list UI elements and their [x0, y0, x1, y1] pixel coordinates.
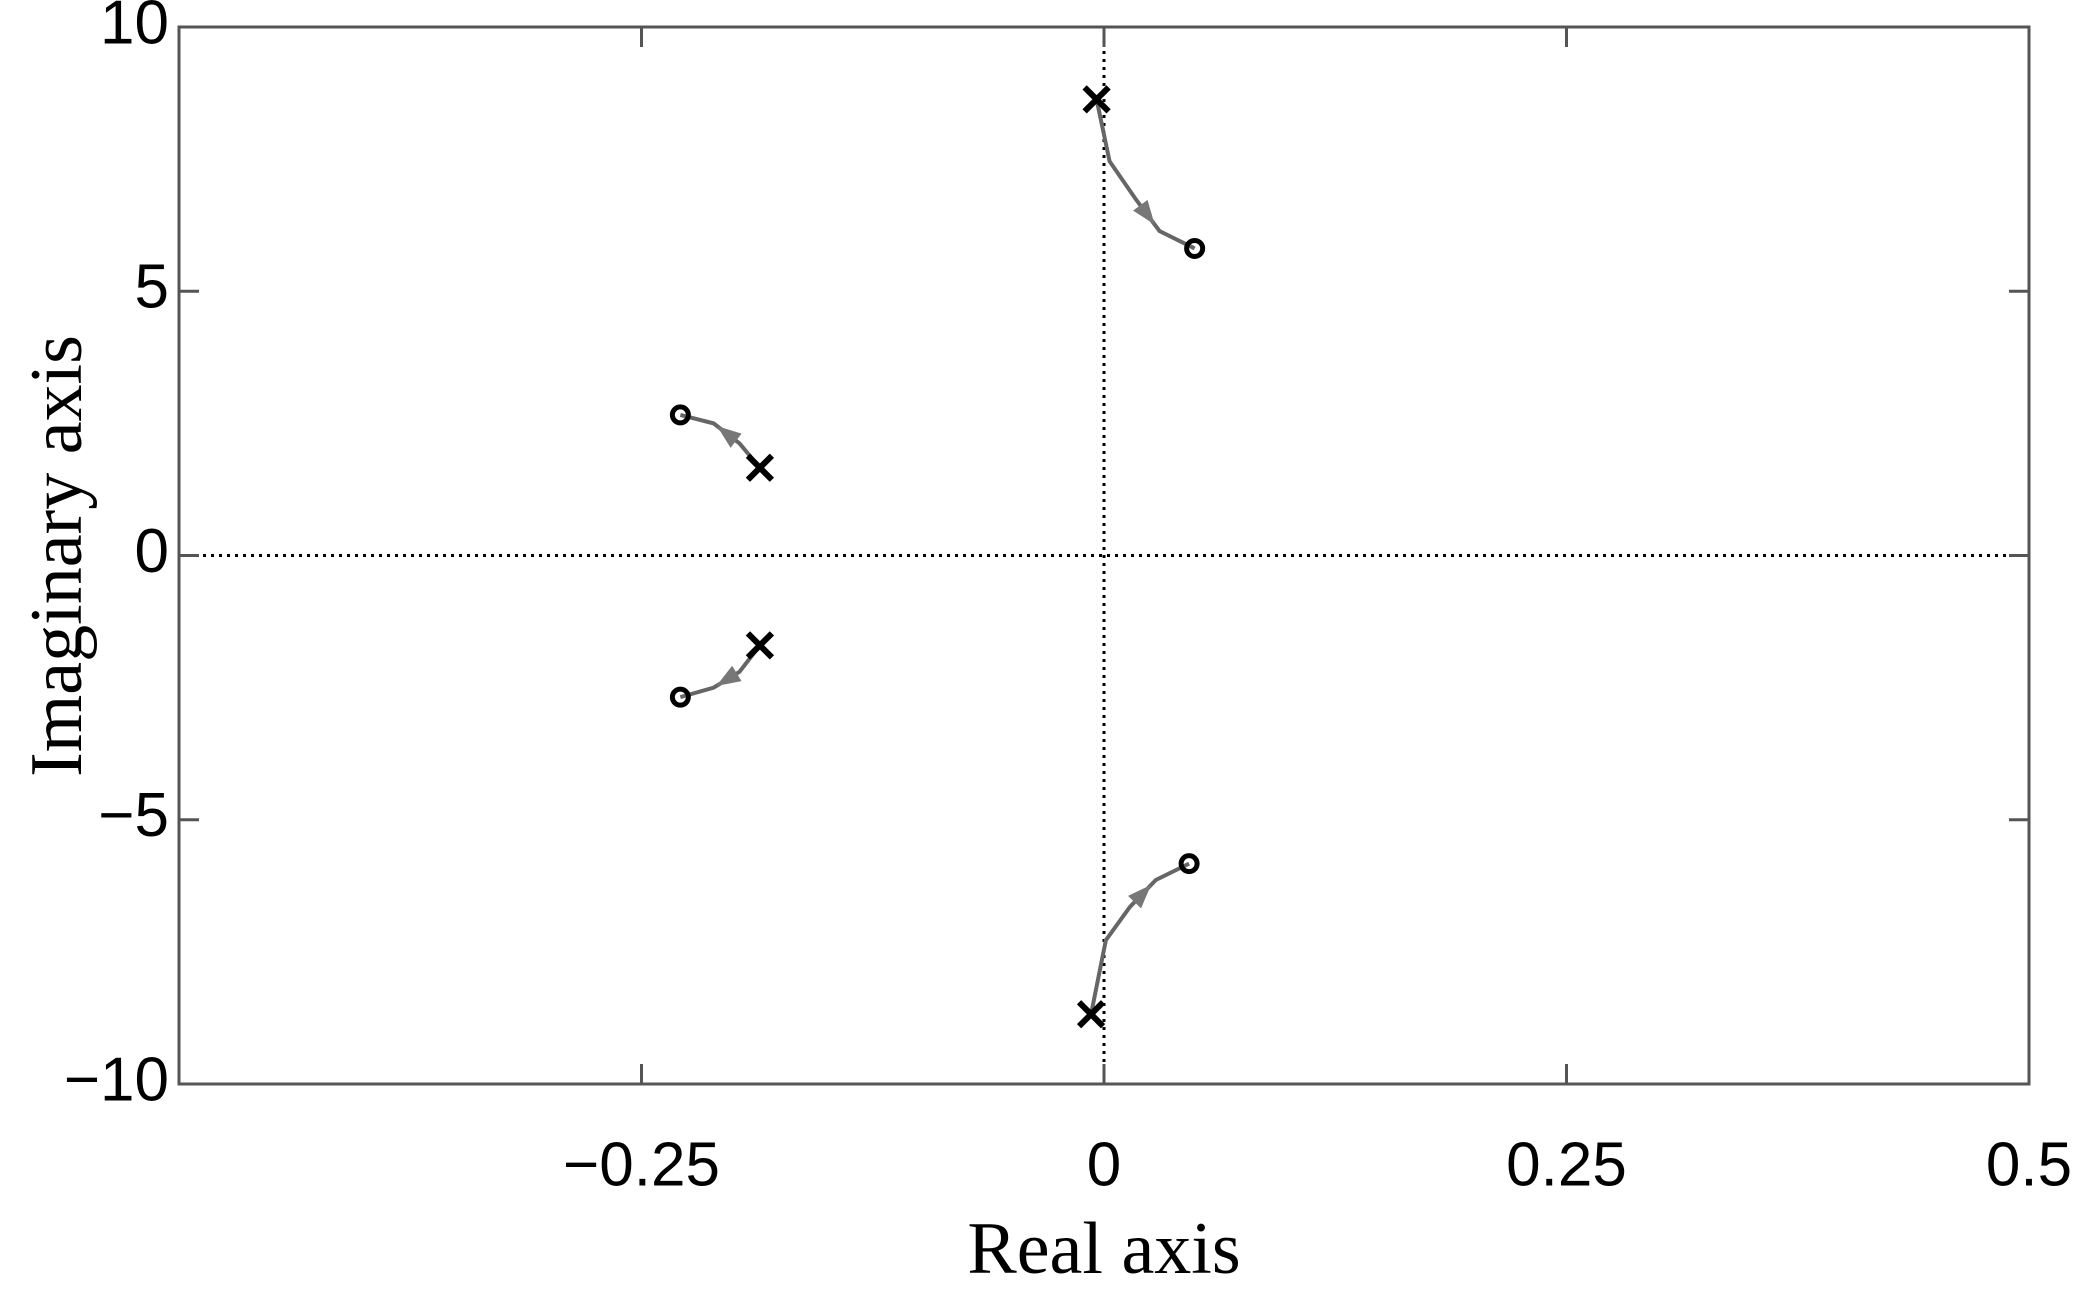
pole-marker	[745, 453, 775, 482]
pole-marker	[745, 631, 775, 660]
zero-marker	[1184, 237, 1206, 259]
x-tick-label: 0.5	[1986, 1130, 2072, 1199]
x-tick-label: −0.25	[563, 1130, 720, 1199]
y-tick-label: 5	[135, 253, 169, 322]
x-tick-label: 0.25	[1506, 1130, 1627, 1199]
pole-marker	[1082, 85, 1111, 114]
x-tick-label: 0	[1087, 1130, 1121, 1199]
locus-arrow	[716, 665, 742, 686]
locus	[1089, 861, 1190, 1015]
y-tick-label: 10	[100, 0, 169, 57]
locus-arrow	[717, 426, 742, 448]
zero-marker	[669, 686, 691, 708]
y-tick-label: −10	[64, 1045, 169, 1114]
zero-marker	[669, 404, 691, 426]
y-tick-label: 0	[135, 517, 169, 586]
y-tick-label: −5	[98, 781, 169, 850]
zero-marker	[1178, 853, 1200, 875]
locus-arrow	[1133, 199, 1155, 225]
x-axis-label: Real axis	[967, 1208, 1240, 1290]
pole-marker	[1076, 1000, 1106, 1029]
locus-arrow	[1128, 884, 1152, 909]
locus	[1094, 98, 1196, 251]
y-axis-label: Imaginary axis	[16, 335, 98, 777]
